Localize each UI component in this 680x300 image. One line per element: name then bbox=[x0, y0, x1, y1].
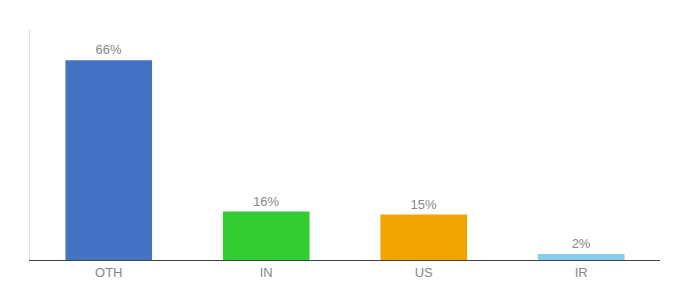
svg-text:US: US bbox=[415, 265, 433, 280]
svg-text:15%: 15% bbox=[411, 197, 437, 212]
svg-text:16%: 16% bbox=[253, 194, 279, 209]
svg-text:2%: 2% bbox=[572, 236, 591, 251]
svg-text:IR: IR bbox=[575, 265, 588, 280]
svg-text:OTH: OTH bbox=[95, 265, 122, 280]
svg-text:66%: 66% bbox=[96, 42, 122, 57]
svg-text:IN: IN bbox=[260, 265, 273, 280]
